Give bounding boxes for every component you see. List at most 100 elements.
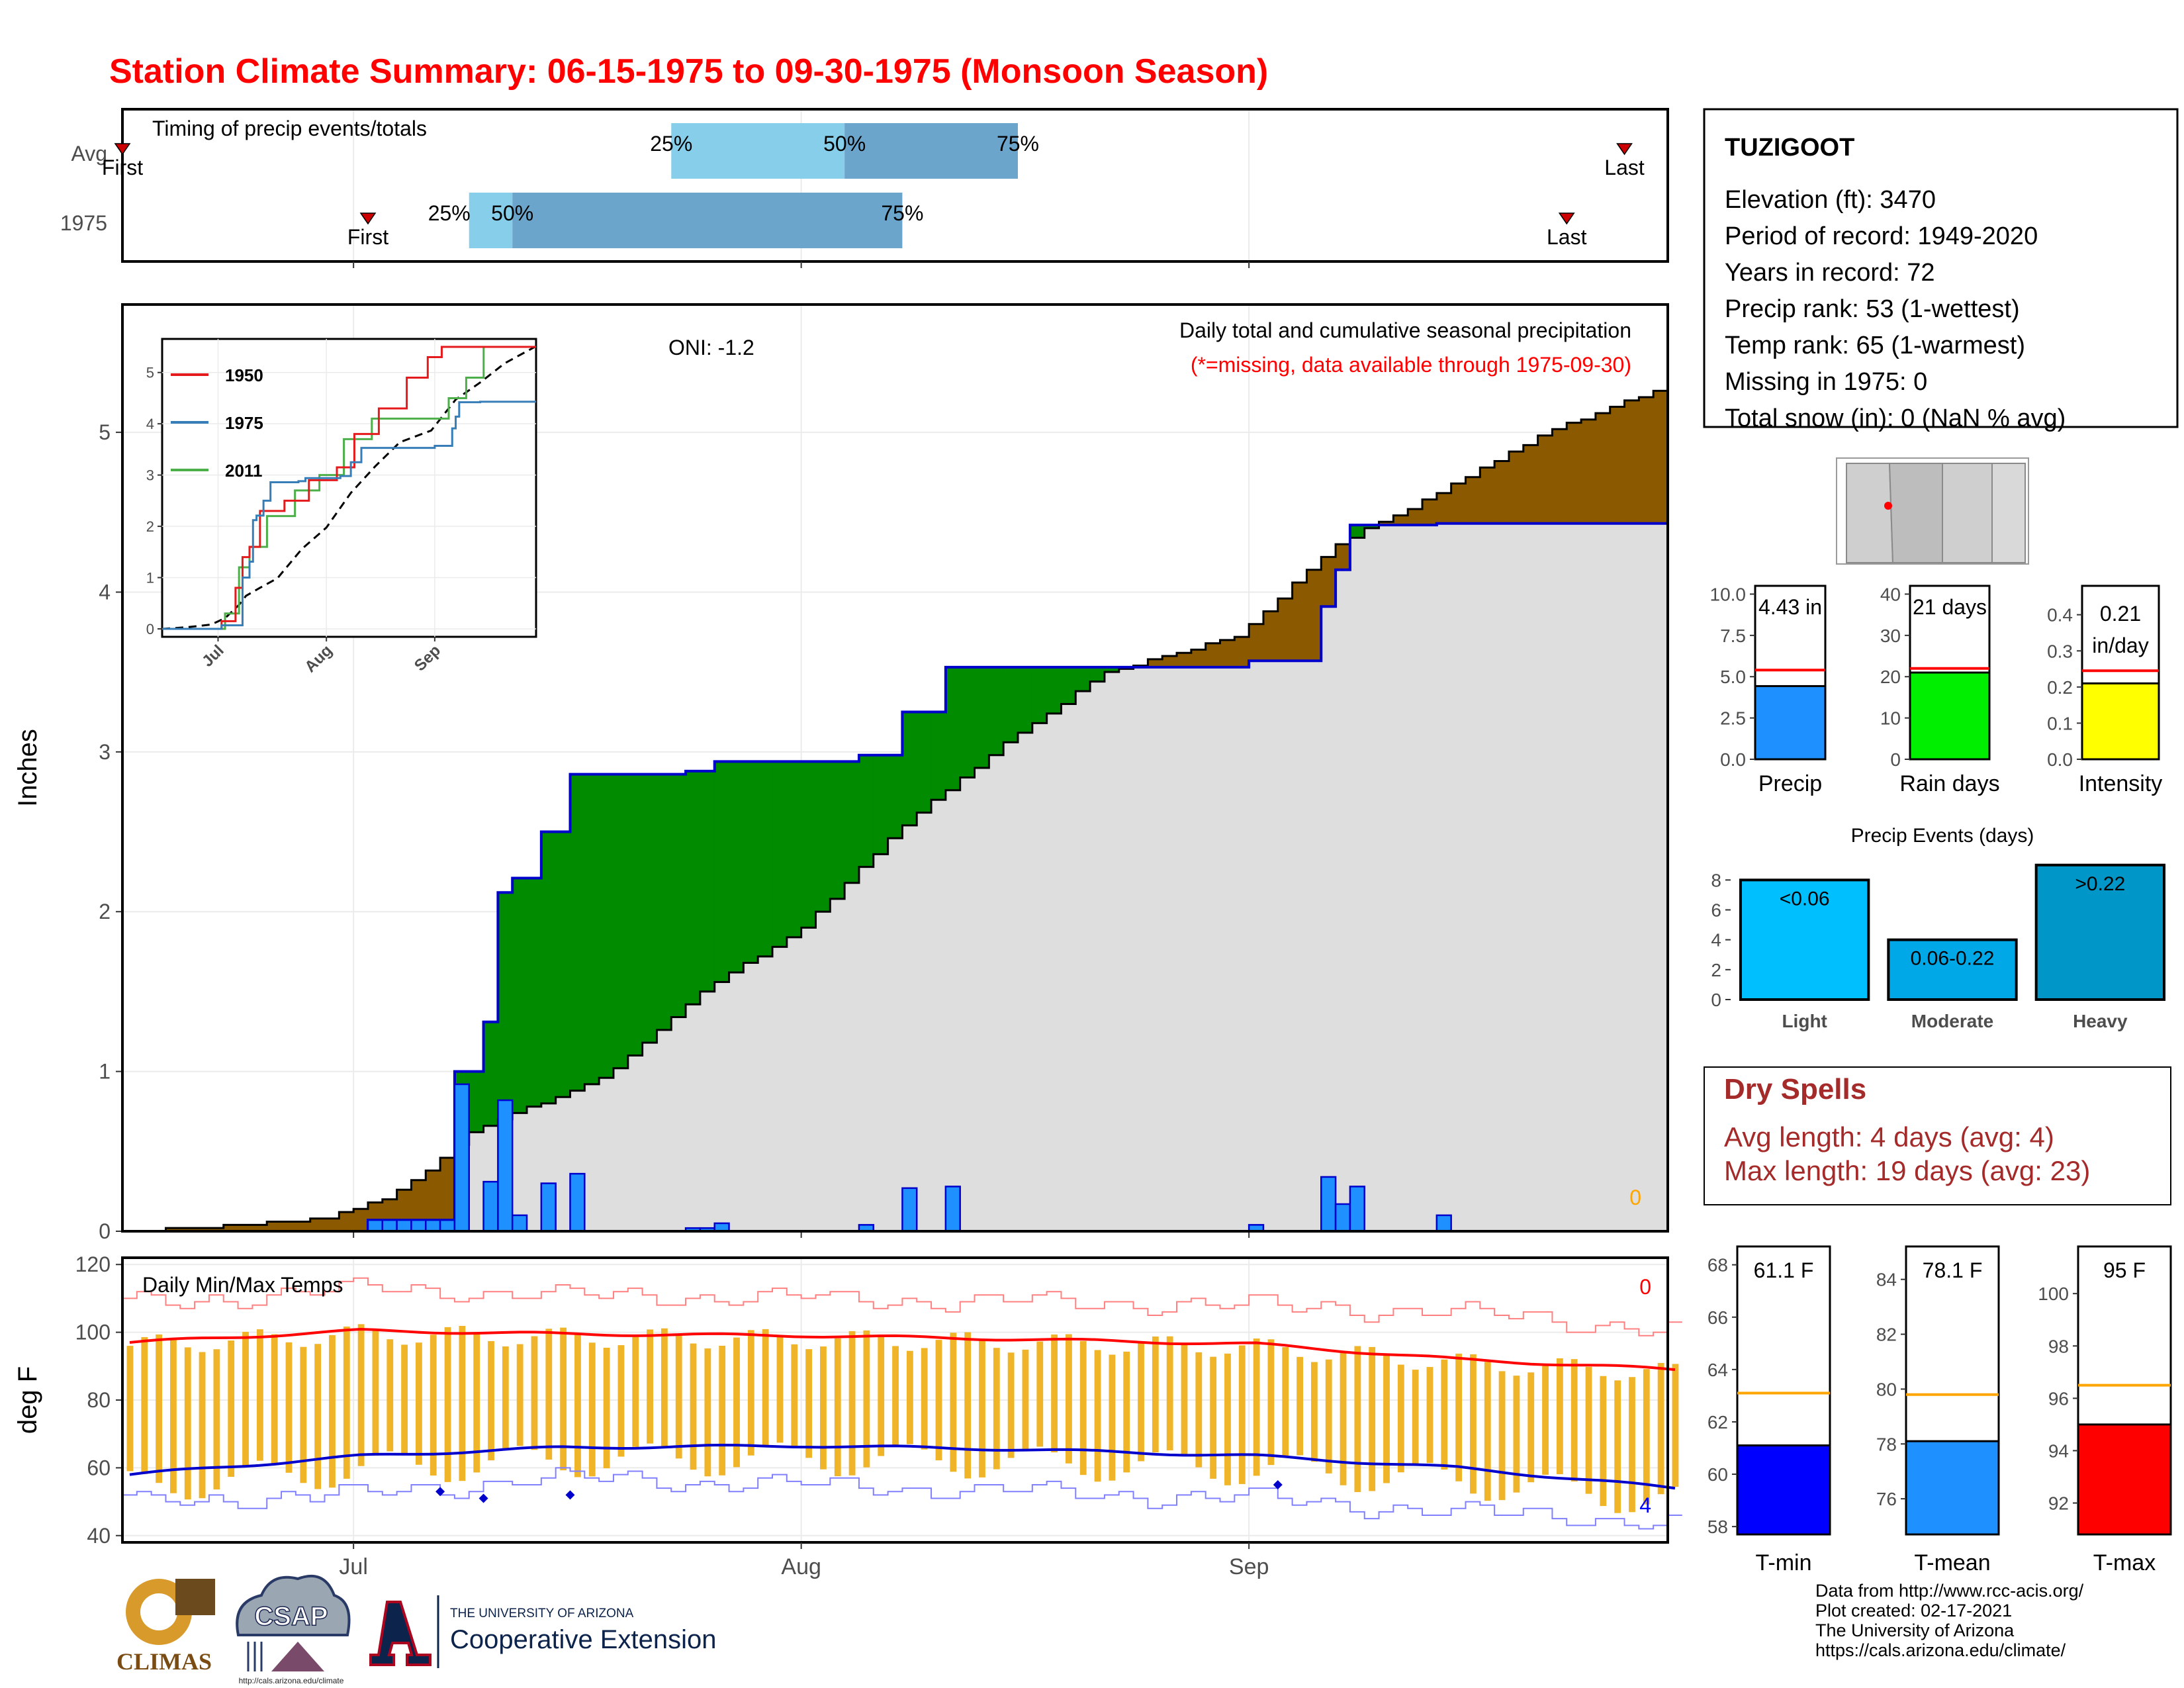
station-info-frame <box>1703 108 2179 428</box>
daily-temp-range-bar <box>1224 1353 1231 1485</box>
precip-summary-label: Precip <box>1758 771 1822 796</box>
above-average-area <box>527 878 542 1107</box>
above-average-area <box>642 774 658 1043</box>
climas-logo-text: CLIMAS <box>116 1648 212 1675</box>
below-average-area <box>382 1199 398 1221</box>
inset-tick-label-y: 4 <box>146 416 154 432</box>
temp-tick-label-y: 100 <box>75 1321 111 1344</box>
below-average-area <box>165 1228 181 1231</box>
tmin-tick-label: 58 <box>1707 1517 1728 1537</box>
precip-tick-label-y: 0 <box>99 1219 111 1243</box>
daily-temp-range-bar <box>1253 1338 1260 1476</box>
precip-events-category-label: Light <box>1782 1011 1827 1031</box>
temp-tick-label-y: 120 <box>75 1252 111 1276</box>
above-average-area <box>1017 667 1033 733</box>
cumulative-base-area <box>1148 667 1163 1231</box>
temp-tick-label-y: 60 <box>87 1456 111 1479</box>
daily-temp-range-bar <box>704 1348 711 1477</box>
intensity-tick-label: 0.4 <box>2047 605 2073 626</box>
below-average-area <box>281 1221 296 1231</box>
cumulative-base-area <box>830 898 845 1231</box>
daily-precip-bar <box>1334 1203 1351 1233</box>
below-average-area <box>195 1228 210 1231</box>
daily-precip-bar <box>453 1083 470 1233</box>
csap-logo-text: CSAP <box>254 1602 328 1631</box>
daily-temp-range-bar <box>1614 1380 1621 1513</box>
daily-temp-range-bar <box>1556 1358 1563 1475</box>
temp-panel: 40 60 80 100 120 Daily Min/Max Temps 0 4 deg… <box>13 1252 1682 1579</box>
daily-temp-range-bar <box>675 1335 682 1459</box>
tmin-tick-label: 64 <box>1707 1360 1728 1380</box>
daily-temp-range-bar <box>660 1328 668 1448</box>
below-average-area <box>1205 643 1221 667</box>
daily-temp-range-bar <box>964 1332 972 1479</box>
precip-tick-label: 10.0 <box>1710 584 1747 604</box>
tmin-value-bar <box>1736 1444 1831 1536</box>
timing-quantile-label: 50% <box>823 132 866 156</box>
inset-tick-label-y: 2 <box>146 518 154 535</box>
above-average-area <box>1364 525 1380 528</box>
daily-temp-range-bar <box>805 1349 813 1458</box>
below-average-area <box>1451 483 1467 524</box>
cumulative-base-area <box>902 825 917 1231</box>
daily-temp-range-bar <box>459 1325 466 1481</box>
tmin-value: 61.1 F <box>1754 1258 1814 1282</box>
below-average-area <box>1436 492 1452 524</box>
cumulative-base-area <box>1379 525 1394 1231</box>
dry-spells-frame <box>1704 1066 2171 1205</box>
timing-marker-triangle <box>114 143 131 156</box>
tmax-tick-label: 92 <box>2048 1493 2069 1514</box>
daily-precip-bar <box>425 1219 441 1233</box>
cumulative-base-area <box>931 800 946 1231</box>
cumulative-base-area <box>1393 525 1408 1231</box>
csap-mountain-icon <box>271 1642 324 1671</box>
timing-quantile-label: 25% <box>428 201 471 225</box>
below-average-area <box>1422 499 1437 526</box>
cumulative-base-area <box>1364 528 1380 1231</box>
summary-bars: 10.0 7.5 5.0 2.5 0.0 40 30 20 10 0 0.4 0.3 0.2 0.1 0.0… <box>1691 584 2184 804</box>
cumulative-base-area <box>729 972 744 1231</box>
cumulative-base-area <box>1321 606 1336 1231</box>
below-average-area <box>1321 557 1336 607</box>
timing-quantile-label: 75% <box>881 201 923 225</box>
daily-temp-range-bar <box>733 1337 740 1468</box>
cumulative-base-area <box>527 1106 542 1231</box>
tmax-value: 95 F <box>2103 1258 2146 1282</box>
credit-url: https://cals.arizona.edu/climate/ <box>1815 1640 2066 1660</box>
daily-temp-range-bar <box>1484 1362 1491 1501</box>
daily-temp-range-bar <box>199 1352 206 1499</box>
cumulative-base-area <box>917 812 932 1231</box>
cumulative-base-area <box>1017 732 1033 1231</box>
daily-temp-range-bar <box>603 1347 610 1469</box>
daily-temp-range-bar <box>1152 1336 1159 1453</box>
rain-days-tick-label: 20 <box>1880 667 1901 687</box>
daily-temp-range-bar <box>588 1342 596 1477</box>
precip-tick-label-y: 3 <box>99 740 111 764</box>
daily-temp-range-bar <box>430 1335 437 1476</box>
above-average-area <box>974 667 989 768</box>
above-average-area <box>758 761 773 957</box>
precip-tick-label-y: 5 <box>99 420 111 444</box>
precip-events-bar-heavy <box>2034 863 2166 1001</box>
daily-precip-bar <box>569 1172 586 1233</box>
precip-panel-frame <box>121 303 1669 1233</box>
precip-events-bar-label: >0.22 <box>2075 873 2125 895</box>
daily-temp-range-bar <box>632 1336 639 1447</box>
cumulative-base-area <box>758 956 773 1231</box>
above-average-area <box>1003 667 1019 743</box>
daily-temp-range-bar <box>1195 1352 1203 1468</box>
daily-temp-range-bar <box>906 1350 913 1444</box>
cumulative-base-area <box>1249 661 1264 1231</box>
below-average-area <box>1191 649 1206 667</box>
record-min-marker <box>435 1487 445 1497</box>
intensity-tick-label: 0.0 <box>2047 749 2073 770</box>
cumulative-base-area <box>1104 672 1120 1231</box>
below-average-area <box>223 1225 239 1231</box>
below-average-area <box>252 1225 267 1231</box>
tmax-label: T-max <box>2093 1550 2156 1575</box>
timing-panel-label: Timing of precip events/totals <box>152 117 427 140</box>
above-average-area <box>1104 667 1120 673</box>
tmax-value-bar <box>2077 1423 2172 1536</box>
cumulative-base-area <box>1277 661 1293 1231</box>
above-average-area <box>700 771 715 992</box>
